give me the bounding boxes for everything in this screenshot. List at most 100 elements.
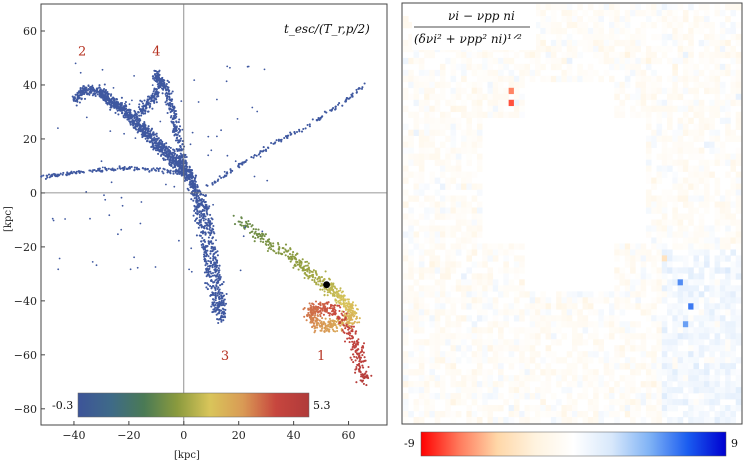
stream-3-point [74,96,76,98]
heat-cell [440,214,446,220]
heat-cell [424,112,430,118]
outlier-point [216,136,218,138]
heat-cell [456,148,462,154]
stream-3-point [196,184,198,186]
tail-left-point [46,176,48,178]
heat-cell [704,196,710,202]
heat-cell [709,28,715,34]
heat-cell [408,273,414,279]
stream-1-point [324,310,326,312]
heat-cell [561,4,567,10]
heat-cell [419,142,425,148]
stream-2-point [147,138,149,140]
heat-cell [503,279,509,285]
heat-cell [662,202,668,208]
heat-cell [630,4,636,10]
heat-cell [699,166,705,172]
tail-diagonal-point [319,118,321,120]
heat-cell [699,219,705,225]
heat-cell [456,279,462,285]
heat-cell [630,279,636,285]
heat-cell [414,94,420,100]
heat-cell [678,154,684,160]
tail-diagonal-point [364,82,366,84]
stream-3-point [214,304,216,306]
stream-2-point [155,149,157,151]
heat-cell [683,52,689,58]
heat-cell [736,112,742,118]
heat-cell [435,225,441,231]
stream-1-point [345,318,347,320]
stream-4-point [168,90,170,92]
stream-1-point [332,328,334,330]
tail-left-point [62,174,64,176]
stream-3-point [204,260,206,262]
stream-2-point [137,131,139,133]
heat-cell [451,154,457,160]
outlier-point [92,85,94,87]
heat-cell [688,58,694,64]
stream-1-point [328,278,330,280]
heat-cell [598,28,604,34]
outlier-point [202,210,204,212]
heat-cell [451,76,457,82]
heat-cell [688,70,694,76]
heat-cell [551,52,557,58]
heat-cell [472,249,478,255]
stream-1-point [305,273,307,275]
heat-cell [466,124,472,130]
outlier-point [180,100,182,102]
heat-cell [662,214,668,220]
heat-cell [699,16,705,22]
stream-1-point [257,229,259,231]
tail-diagonal-point [262,150,264,152]
heat-cell [635,64,641,70]
stream-4-point [144,110,146,112]
stream-1-point [351,359,353,361]
heat-cell [403,219,409,225]
heat-cell [635,285,641,291]
heat-cell [477,202,483,208]
heat-cell [493,243,499,249]
heat-cell [657,172,663,178]
heat-cell [736,88,742,94]
tail-diagonal-point [241,164,243,166]
heat-cell [730,178,736,184]
stream-3-point [191,182,193,184]
stream-label-2: 2 [78,44,86,59]
heat-cell [424,136,430,142]
stream-2-point [128,120,130,122]
heat-cell [403,46,409,52]
heat-cell [651,130,657,136]
stream-3-point [96,89,98,91]
heat-cell [709,243,715,249]
stream-1-point [349,305,351,307]
heat-cell [730,4,736,10]
heat-cell [678,28,684,34]
stream-3-point [155,141,157,143]
heat-cell [688,219,694,225]
heat-cell [408,142,414,148]
heat-cell [646,166,652,172]
heat-cell [509,249,515,255]
heat-cell [672,10,678,16]
tail-diagonal-point [219,175,221,177]
tail-diagonal-point [344,101,346,103]
heat-cell [678,34,684,40]
stream-3-point [212,285,214,287]
heat-cell [509,88,515,94]
stream-3-point [192,200,194,202]
stream-3-point [202,230,204,232]
heat-cell [451,166,457,172]
heat-cell [630,10,636,16]
stream-4-point [148,98,150,100]
heat-cell [730,130,736,136]
heat-cell [683,255,689,261]
stream-3-point [91,91,93,93]
stream-2-point [214,257,216,259]
heat-cell [699,154,705,160]
heat-cell [667,106,673,112]
heat-cell [482,255,488,261]
stream-2-point [220,302,222,304]
outlier-point [92,261,94,263]
